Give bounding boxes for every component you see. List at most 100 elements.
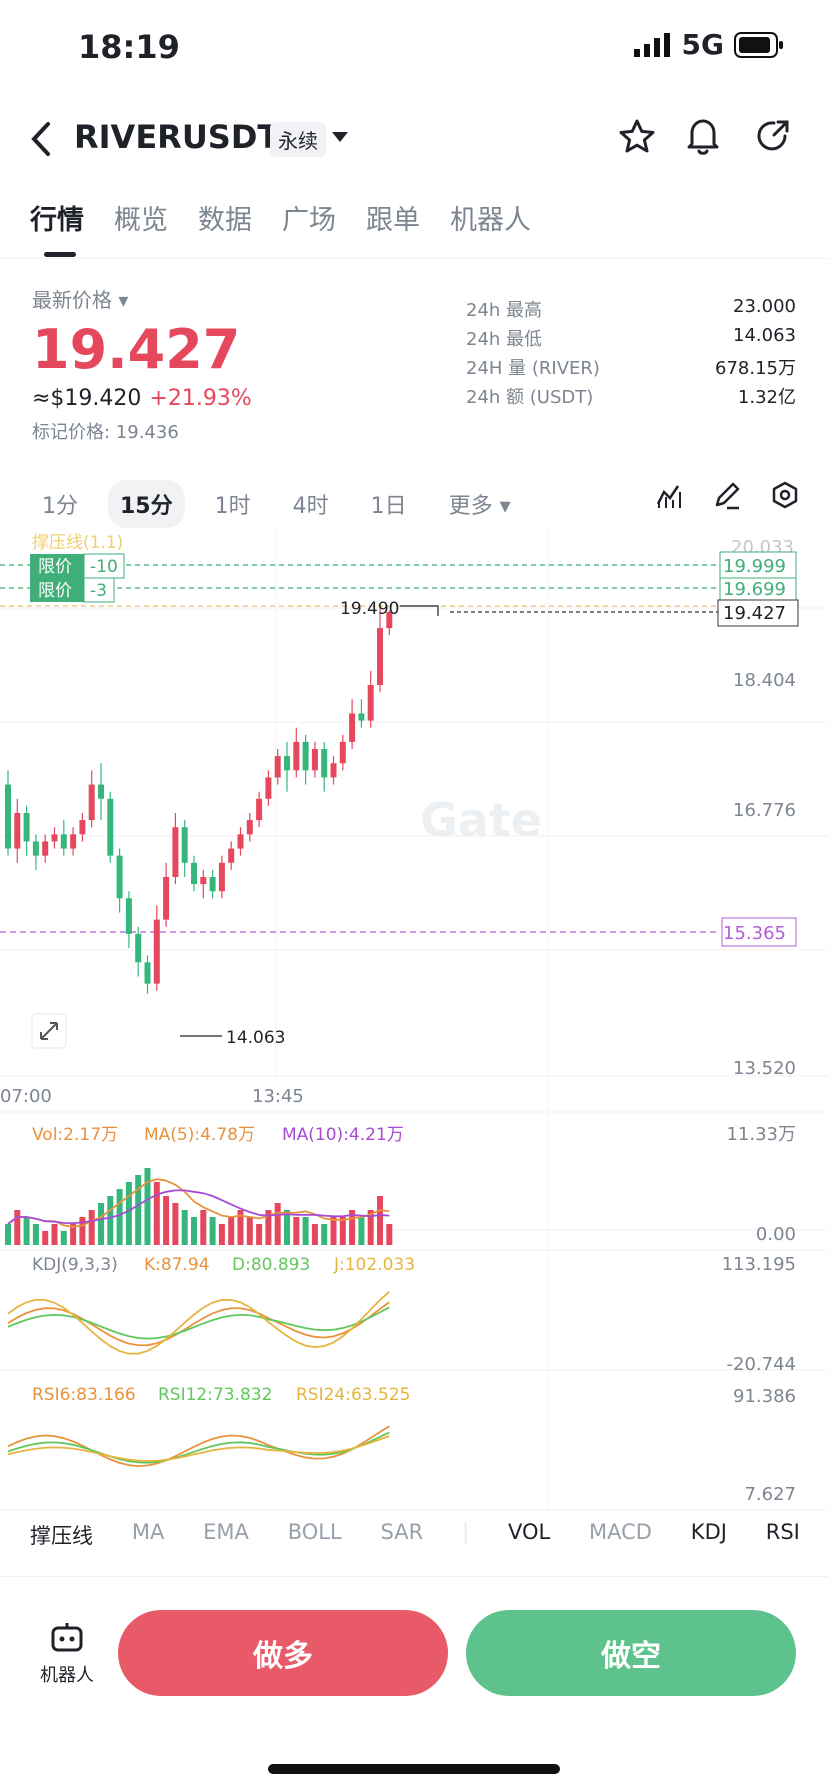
- robot-label: 机器人: [40, 1665, 94, 1686]
- order-badge-1[interactable]: 限价 -10: [30, 553, 125, 579]
- divider: [0, 1576, 828, 1577]
- candle-body: [386, 612, 393, 629]
- ind-separator: |: [462, 1520, 470, 1544]
- volume-bar: [358, 1217, 365, 1245]
- candle-body: [135, 933, 142, 963]
- ind-boll[interactable]: BOLL: [287, 1520, 342, 1544]
- candle-body: [181, 827, 188, 863]
- candle-body: [23, 812, 30, 842]
- candle-body: [60, 834, 67, 849]
- chart-tools: [654, 480, 800, 510]
- usd-price: ≈$19.420 +21.93%: [32, 386, 252, 411]
- dropdown-icon[interactable]: [332, 132, 348, 144]
- interval-selector: 1分 15分 1时 4时 1日 更多 ▾: [30, 480, 523, 528]
- volume-bar: [135, 1175, 142, 1245]
- candle-body: [246, 820, 253, 835]
- volume-bar: [23, 1217, 30, 1245]
- volume-bar: [42, 1231, 49, 1245]
- settings-icon[interactable]: [770, 480, 800, 510]
- vol-min: 0.00: [756, 1224, 796, 1245]
- home-indicator: [268, 1764, 560, 1774]
- contract-pair[interactable]: RIVERUSDT: [74, 118, 280, 156]
- tab-robot[interactable]: 机器人: [450, 205, 531, 236]
- signal-icon: [633, 32, 670, 57]
- long-button[interactable]: 做多: [118, 1610, 448, 1696]
- tab-copy-trade[interactable]: 跟单: [366, 205, 420, 236]
- volume-bar: [386, 1224, 393, 1245]
- bell-icon[interactable]: [684, 116, 722, 156]
- candle-body: [14, 812, 21, 849]
- volume-bar: [349, 1210, 356, 1245]
- kdj-k: K:87.94: [144, 1255, 210, 1275]
- ind-ema[interactable]: EMA: [203, 1520, 249, 1544]
- mark-price: 标记价格: 19.436: [32, 422, 179, 443]
- interval-1m[interactable]: 1分: [42, 494, 78, 519]
- candle-body: [302, 741, 309, 771]
- kdj-title: KDJ(9,3,3): [32, 1255, 118, 1275]
- candle-body: [153, 919, 160, 984]
- interval-1h[interactable]: 1时: [214, 494, 251, 519]
- price-tick-alert: 15.365: [723, 923, 786, 944]
- tab-market[interactable]: 行情: [30, 205, 84, 236]
- ind-support-resistance[interactable]: 撑压线: [30, 1524, 93, 1548]
- back-icon[interactable]: [28, 120, 56, 158]
- indicator-tabs: 撑压线 MA EMA BOLL SAR | VOL MACD KDJ RSI: [30, 1520, 800, 1550]
- contract-type[interactable]: 永续: [270, 122, 326, 157]
- volume-bar: [153, 1182, 160, 1245]
- interval-1d[interactable]: 1日: [370, 494, 407, 519]
- interval-more[interactable]: 更多 ▾: [448, 494, 511, 519]
- candle-body: [191, 862, 197, 885]
- ind-macd[interactable]: MACD: [589, 1520, 652, 1544]
- ind-vol[interactable]: VOL: [507, 1520, 551, 1544]
- svg-text:限价: 限价: [38, 557, 72, 577]
- volume-bar: [5, 1224, 11, 1245]
- interval-4h[interactable]: 4时: [292, 494, 329, 519]
- candle-body: [256, 798, 263, 821]
- tab-data[interactable]: 数据: [198, 205, 252, 236]
- volume-bar: [246, 1217, 253, 1245]
- star-icon[interactable]: [618, 118, 656, 156]
- candle-body: [107, 798, 114, 856]
- volume-bar: [98, 1203, 104, 1245]
- status-indicators: 5G: [633, 28, 784, 61]
- price-tick-order-1: 19.999: [723, 556, 786, 577]
- short-button[interactable]: 做空: [466, 1610, 796, 1696]
- tab-square[interactable]: 广场: [282, 205, 336, 236]
- volume-bar: [60, 1231, 67, 1245]
- tab-overview[interactable]: 概览: [114, 205, 168, 236]
- candle-body: [321, 749, 328, 778]
- candle-body: [339, 741, 346, 764]
- latest-price-label[interactable]: 最新价格 ▾: [32, 288, 129, 312]
- draw-icon[interactable]: [712, 480, 742, 510]
- candle-body: [358, 713, 365, 721]
- volume-bar: [191, 1217, 197, 1245]
- price-tick-order-2: 19.699: [723, 579, 786, 600]
- high-marker: 19.490: [340, 599, 399, 619]
- volume-bar: [200, 1210, 207, 1245]
- candle-body: [172, 827, 179, 877]
- volume-bar: [163, 1196, 170, 1245]
- kline-chart[interactable]: Gate 撑压线(1.1) 限价 -10 限价 -3 20.033 19.999…: [0, 530, 828, 1530]
- ind-sar[interactable]: SAR: [380, 1520, 424, 1544]
- candle-body: [144, 962, 151, 984]
- vol-value: Vol:2.17万: [32, 1125, 118, 1145]
- watermark: Gate: [420, 793, 542, 847]
- interval-15m[interactable]: 15分: [108, 480, 185, 528]
- indicator-icon[interactable]: [654, 480, 684, 510]
- status-time: 18:19: [78, 28, 180, 66]
- share-icon[interactable]: [754, 118, 792, 156]
- ind-ma[interactable]: MA: [131, 1520, 165, 1544]
- vol-max: 11.33万: [726, 1124, 796, 1145]
- low-marker: 14.063: [226, 1028, 285, 1048]
- robot-button[interactable]: 机器人: [30, 1620, 104, 1687]
- kdj-d: D:80.893: [232, 1255, 310, 1275]
- volume-bar: [228, 1217, 235, 1245]
- ind-rsi[interactable]: RSI: [765, 1520, 800, 1544]
- volume-bar: [32, 1224, 39, 1245]
- ind-kdj[interactable]: KDJ: [690, 1520, 727, 1544]
- stat-turnover: 24h 额 (USDT) 1.32亿: [466, 387, 796, 408]
- top-tabs: 行情 概览 数据 广场 跟单 机器人: [30, 198, 531, 237]
- volume-bar: [237, 1210, 244, 1245]
- stat-high: 24h 最高 23.000: [466, 296, 796, 321]
- order-badge-2[interactable]: 限价 -3: [30, 577, 115, 603]
